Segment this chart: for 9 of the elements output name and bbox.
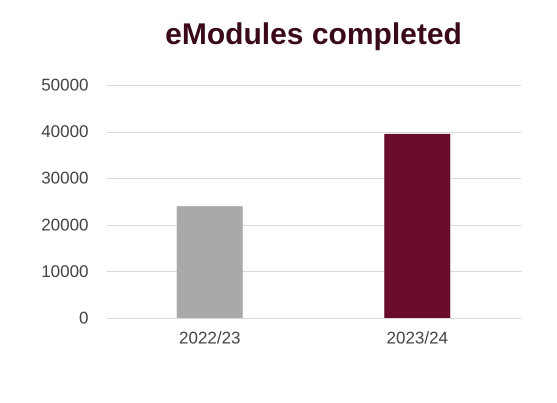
- y-tick-label: 50000: [41, 76, 88, 94]
- chart-title: eModules completed: [165, 18, 462, 51]
- x-tick-label: 2022/23: [179, 328, 240, 348]
- x-tick-label: 2023/24: [386, 328, 448, 348]
- y-tick-label: 10000: [41, 262, 88, 281]
- y-tick-label: 40000: [41, 122, 88, 142]
- y-tick-label: 0: [79, 308, 88, 328]
- y-tick-label: 30000: [41, 168, 88, 188]
- y-tick-label: 20000: [41, 215, 88, 234]
